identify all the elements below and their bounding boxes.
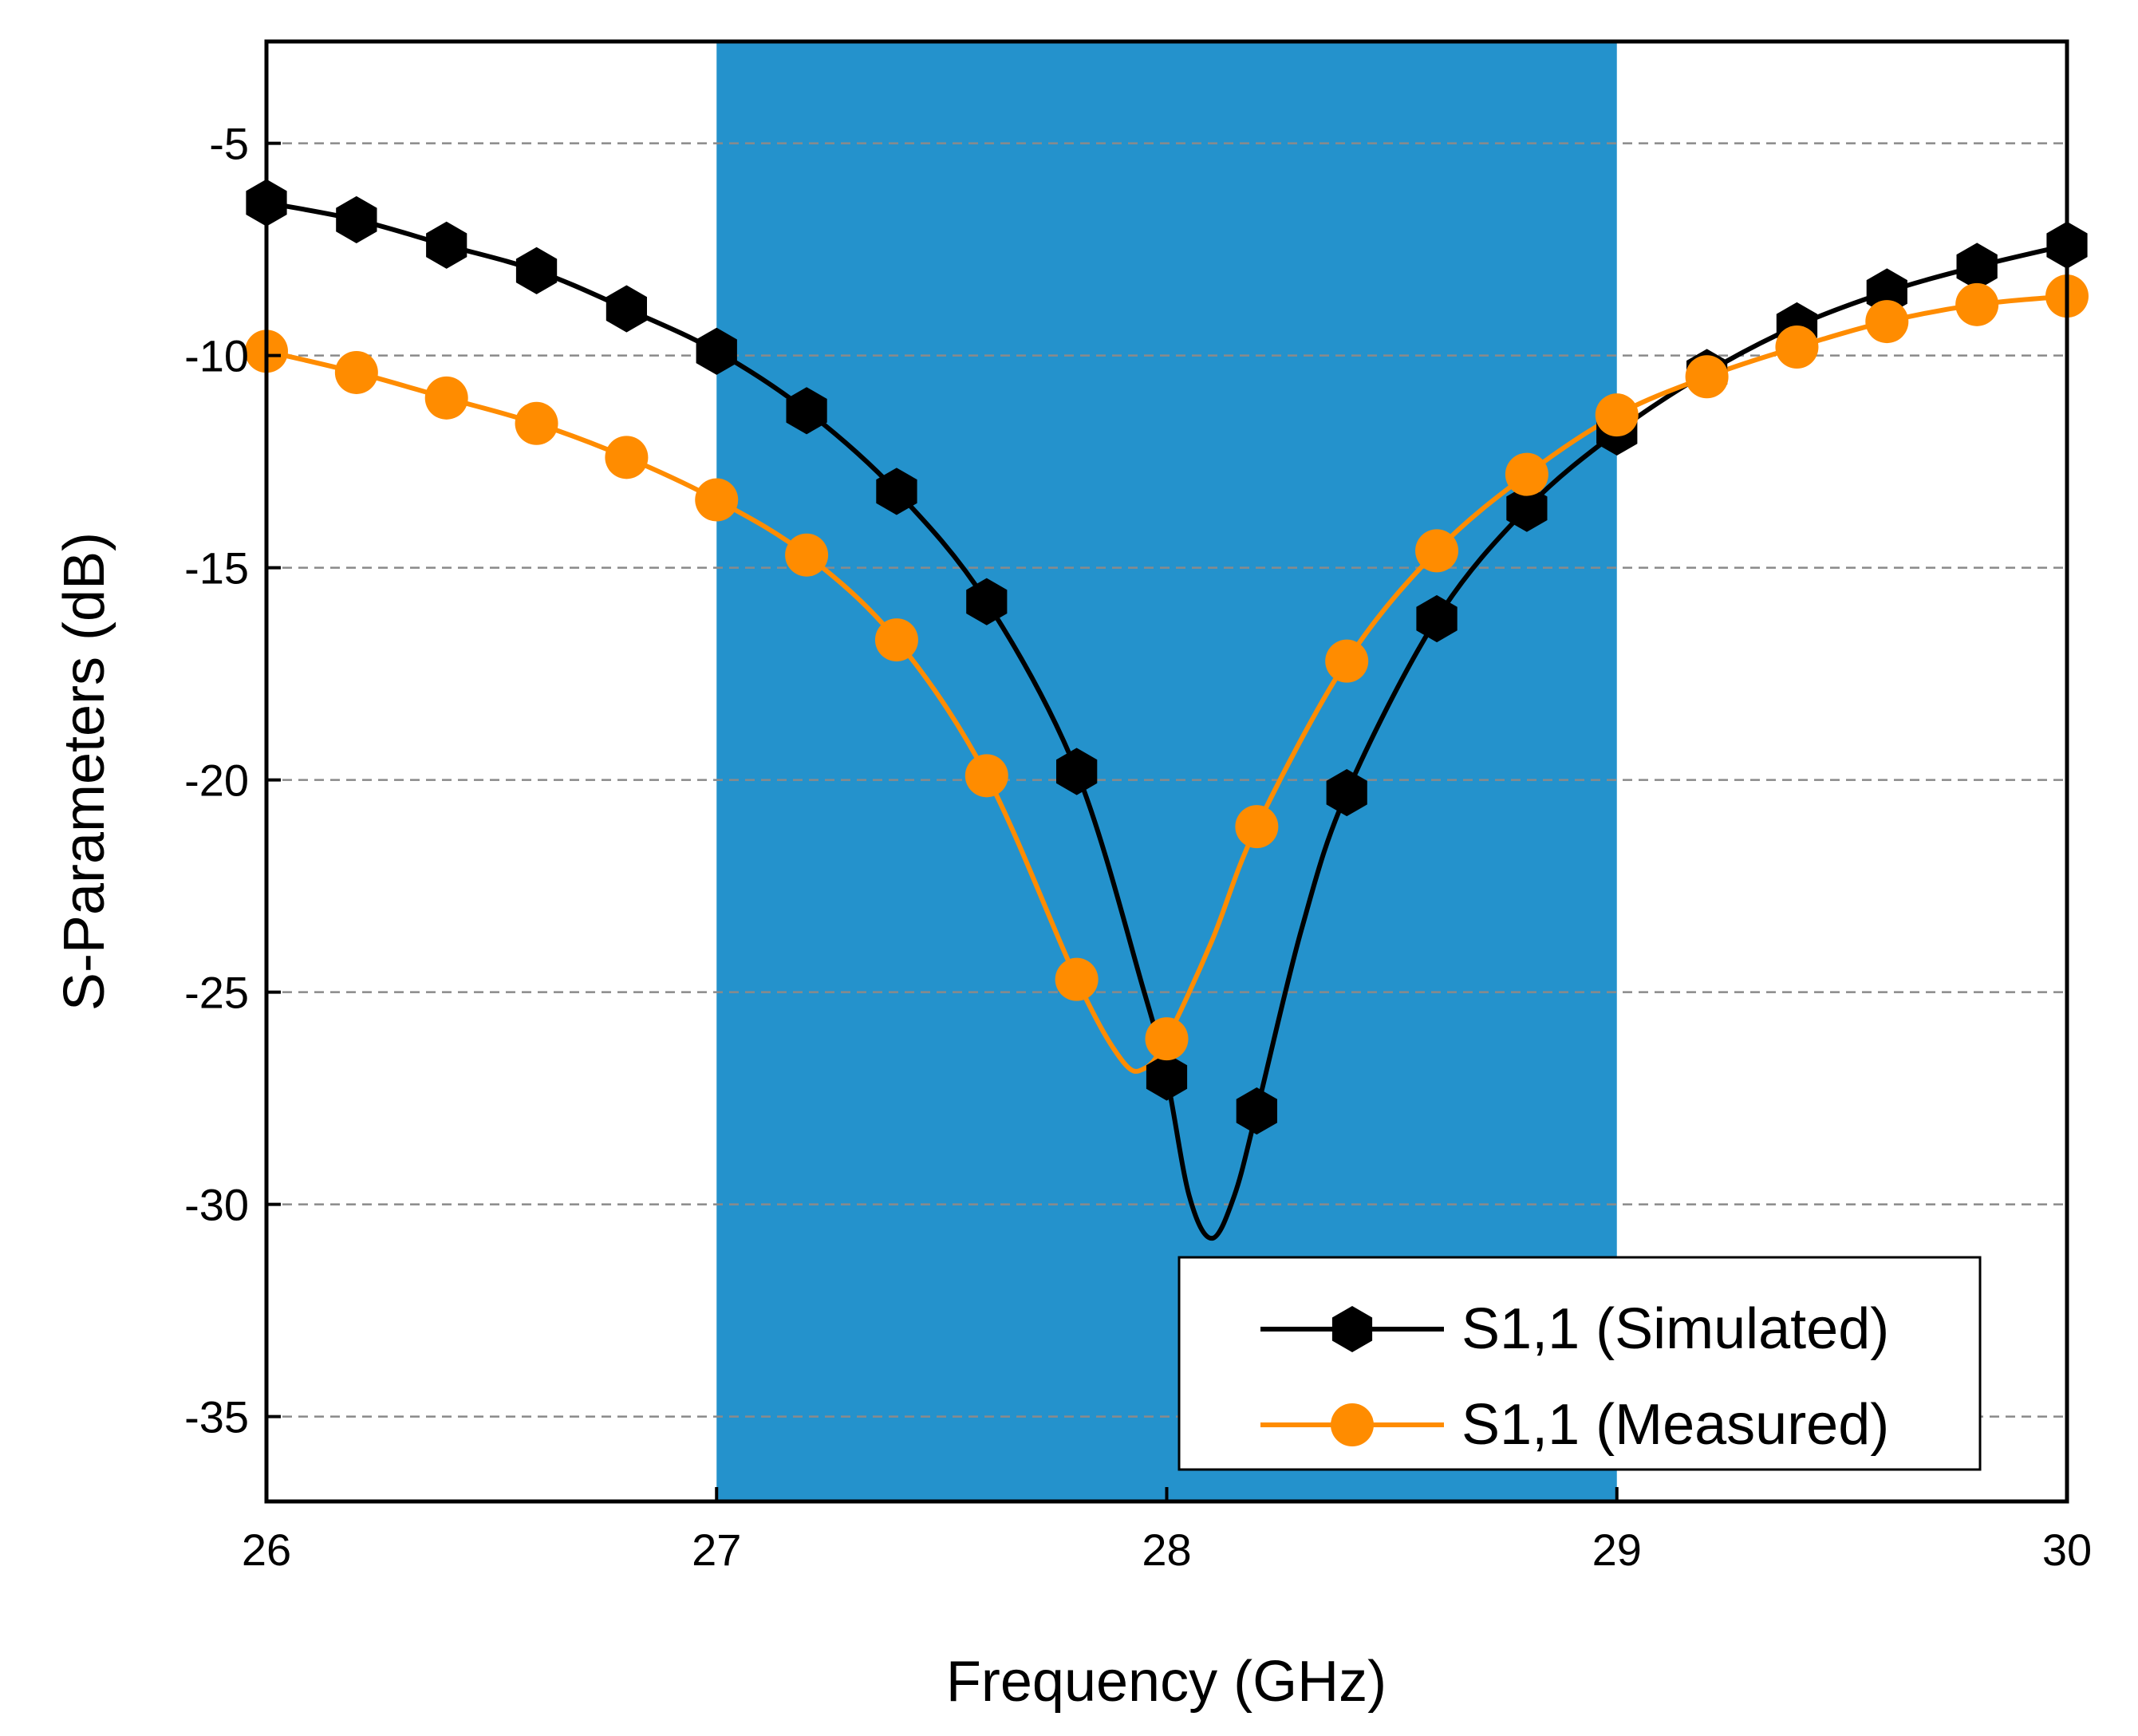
marker-measured xyxy=(1865,300,1909,344)
marker-simulated xyxy=(515,247,558,294)
y-tick-label: -25 xyxy=(184,968,249,1018)
x-axis-title: Frequency (GHz) xyxy=(946,1650,1387,1714)
marker-measured xyxy=(1955,282,1999,326)
marker-measured xyxy=(964,754,1008,798)
marker-measured xyxy=(1235,805,1279,849)
marker-simulated xyxy=(1326,769,1367,817)
marker-simulated xyxy=(966,578,1008,625)
marker-simulated xyxy=(1506,484,1548,532)
x-tick-label: 28 xyxy=(1142,1525,1191,1575)
x-tick-label: 30 xyxy=(2042,1525,2092,1575)
x-tick-labels: 26 27 28 29 30 xyxy=(242,1525,2092,1575)
marker-simulated xyxy=(786,387,827,435)
marker-simulated xyxy=(1236,1087,1277,1135)
legend-marker-simulated xyxy=(1331,1306,1373,1352)
x-tick-label: 29 xyxy=(1592,1525,1642,1575)
legend-label-measured: S1,1 (Measured) xyxy=(1461,1393,1889,1457)
marker-simulated xyxy=(336,195,377,243)
series-line-simulated xyxy=(264,200,2069,1241)
marker-simulated xyxy=(696,327,737,375)
marker-simulated xyxy=(876,468,917,515)
y-tick-label: -30 xyxy=(184,1180,249,1230)
marker-simulated xyxy=(1146,1053,1188,1101)
marker-measured xyxy=(605,436,649,479)
legend-label-simulated: S1,1 (Simulated) xyxy=(1461,1297,1889,1361)
x-tick-label: 27 xyxy=(692,1525,741,1575)
marker-measured xyxy=(874,618,918,662)
y-axis-title: S-Parameters (dB) xyxy=(53,532,116,1011)
marker-measured xyxy=(1145,1017,1189,1061)
series-markers xyxy=(245,179,2089,1135)
y-tick-label: -15 xyxy=(184,543,249,594)
marker-measured xyxy=(424,376,468,420)
marker-measured xyxy=(1505,452,1548,496)
marker-measured xyxy=(334,350,378,394)
marker-measured xyxy=(1325,639,1369,683)
legend: S1,1 (Simulated) S1,1 (Measured) xyxy=(1177,1256,1982,1471)
marker-measured xyxy=(695,478,739,522)
legend-entries: S1,1 (Simulated) S1,1 (Measured) xyxy=(1260,1297,1889,1457)
axis-ticks xyxy=(265,141,2069,1501)
marker-measured xyxy=(1775,326,1819,369)
marker-simulated xyxy=(426,221,467,269)
y-tick-label: -5 xyxy=(209,119,249,169)
marker-measured xyxy=(1685,355,1729,399)
marker-measured xyxy=(1055,957,1099,1001)
marker-simulated xyxy=(1416,594,1458,643)
y-tick-label: -10 xyxy=(184,331,249,381)
marker-measured xyxy=(1415,529,1459,573)
y-tick-labels: -5 -10 -15 -20 -25 -30 -35 xyxy=(184,119,249,1442)
marker-simulated xyxy=(606,285,647,333)
y-tick-label: -35 xyxy=(184,1392,249,1442)
legend-box xyxy=(1177,1256,1982,1471)
y-tick-label: -20 xyxy=(184,756,249,806)
x-tick-label: 26 xyxy=(242,1525,291,1575)
marker-measured xyxy=(515,401,558,445)
marker-measured xyxy=(1595,393,1639,437)
marker-simulated xyxy=(1056,748,1098,795)
marker-measured xyxy=(785,533,829,577)
legend-marker-measured xyxy=(1331,1403,1374,1446)
